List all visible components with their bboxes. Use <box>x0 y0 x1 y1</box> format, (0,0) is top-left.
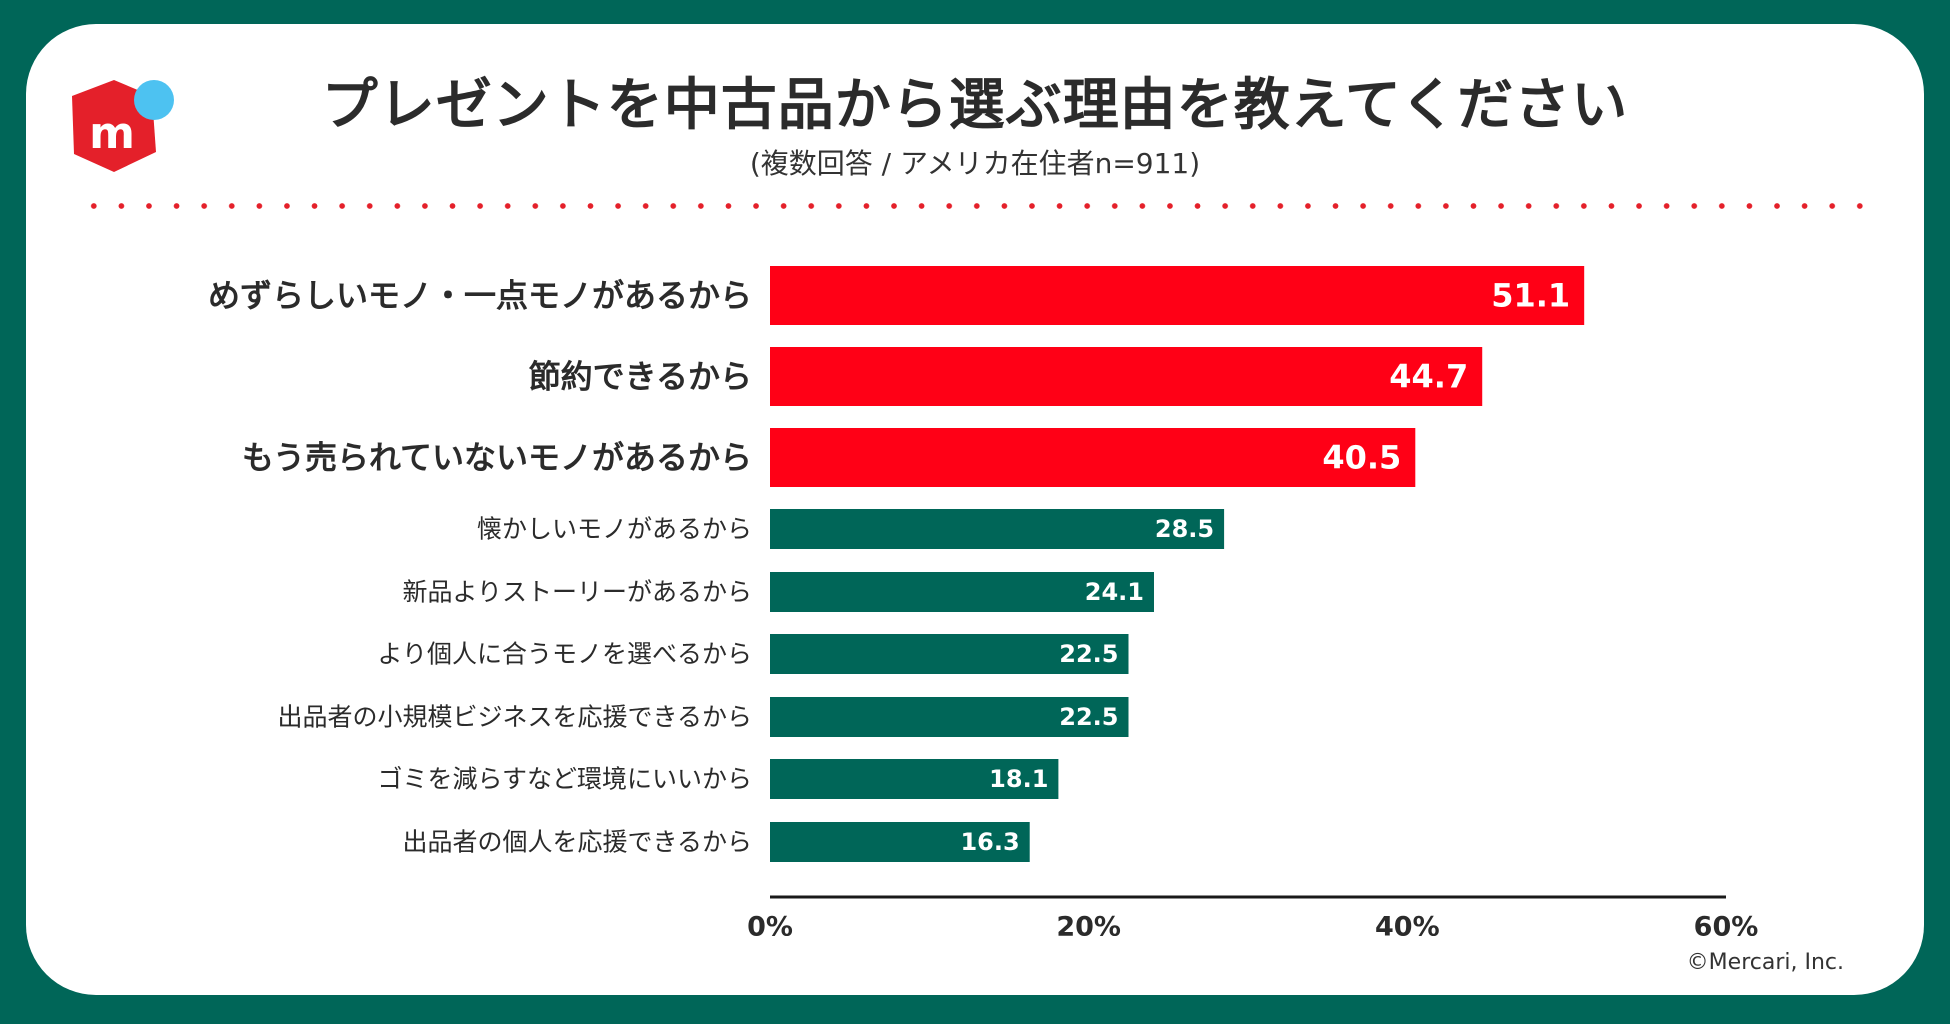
data-label-1: 51.1 <box>1491 277 1570 315</box>
chart-title: プレゼントを中古品から選ぶ理由を教えてください <box>321 73 1629 138</box>
data-label-9: 16.3 <box>960 828 1019 856</box>
data-label-2: 44.7 <box>1389 358 1468 396</box>
data-label-5: 24.1 <box>1085 578 1144 606</box>
category-label-2: 節約できるから <box>529 358 752 396</box>
bar-3 <box>770 428 1416 487</box>
chart-subtitle: (複数回答 / アメリカ在住者n=911) <box>749 147 1201 180</box>
x-tick-label-3: 40% <box>1375 912 1440 943</box>
logo-letter: m <box>89 108 135 159</box>
bar-6 <box>770 634 1129 674</box>
x-tick-label-1: 0% <box>747 912 793 943</box>
data-label-8: 18.1 <box>989 765 1048 793</box>
category-label-4: 懐かしいモノがあるから <box>477 515 752 544</box>
bar-5 <box>770 572 1154 612</box>
bar-7 <box>770 697 1129 737</box>
data-label-7: 22.5 <box>1059 703 1118 731</box>
data-label-6: 22.5 <box>1059 640 1118 668</box>
bar-1 <box>770 266 1585 325</box>
category-label-5: 新品よりストーリーがあるから <box>402 578 752 607</box>
bar-2 <box>770 347 1483 406</box>
category-label-3: もう売られていないモノがあるから <box>242 439 752 477</box>
category-label-6: より個人に合うモノを選べるから <box>377 640 752 669</box>
bar-9 <box>770 822 1030 862</box>
data-label-3: 40.5 <box>1322 439 1401 477</box>
category-label-1: めずらしいモノ・一点モノがあるから <box>208 277 752 315</box>
data-label-4: 28.5 <box>1155 515 1214 543</box>
copyright-credit: ©Mercari, Inc. <box>1686 950 1844 975</box>
category-label-7: 出品者の小規模ビジネスを応援できるから <box>277 703 752 732</box>
category-label-9: 出品者の個人を応援できるから <box>402 828 752 857</box>
x-tick-label-2: 20% <box>1056 912 1121 943</box>
bar-4 <box>770 509 1225 549</box>
mercari-logo-icon: m <box>72 80 174 172</box>
bar-8 <box>770 759 1059 799</box>
x-tick-label-4: 60% <box>1694 912 1759 943</box>
logo-dot <box>134 80 174 120</box>
dotted-divider <box>80 202 1880 210</box>
category-label-8: ゴミを減らすなど環境にいいから <box>377 765 752 794</box>
